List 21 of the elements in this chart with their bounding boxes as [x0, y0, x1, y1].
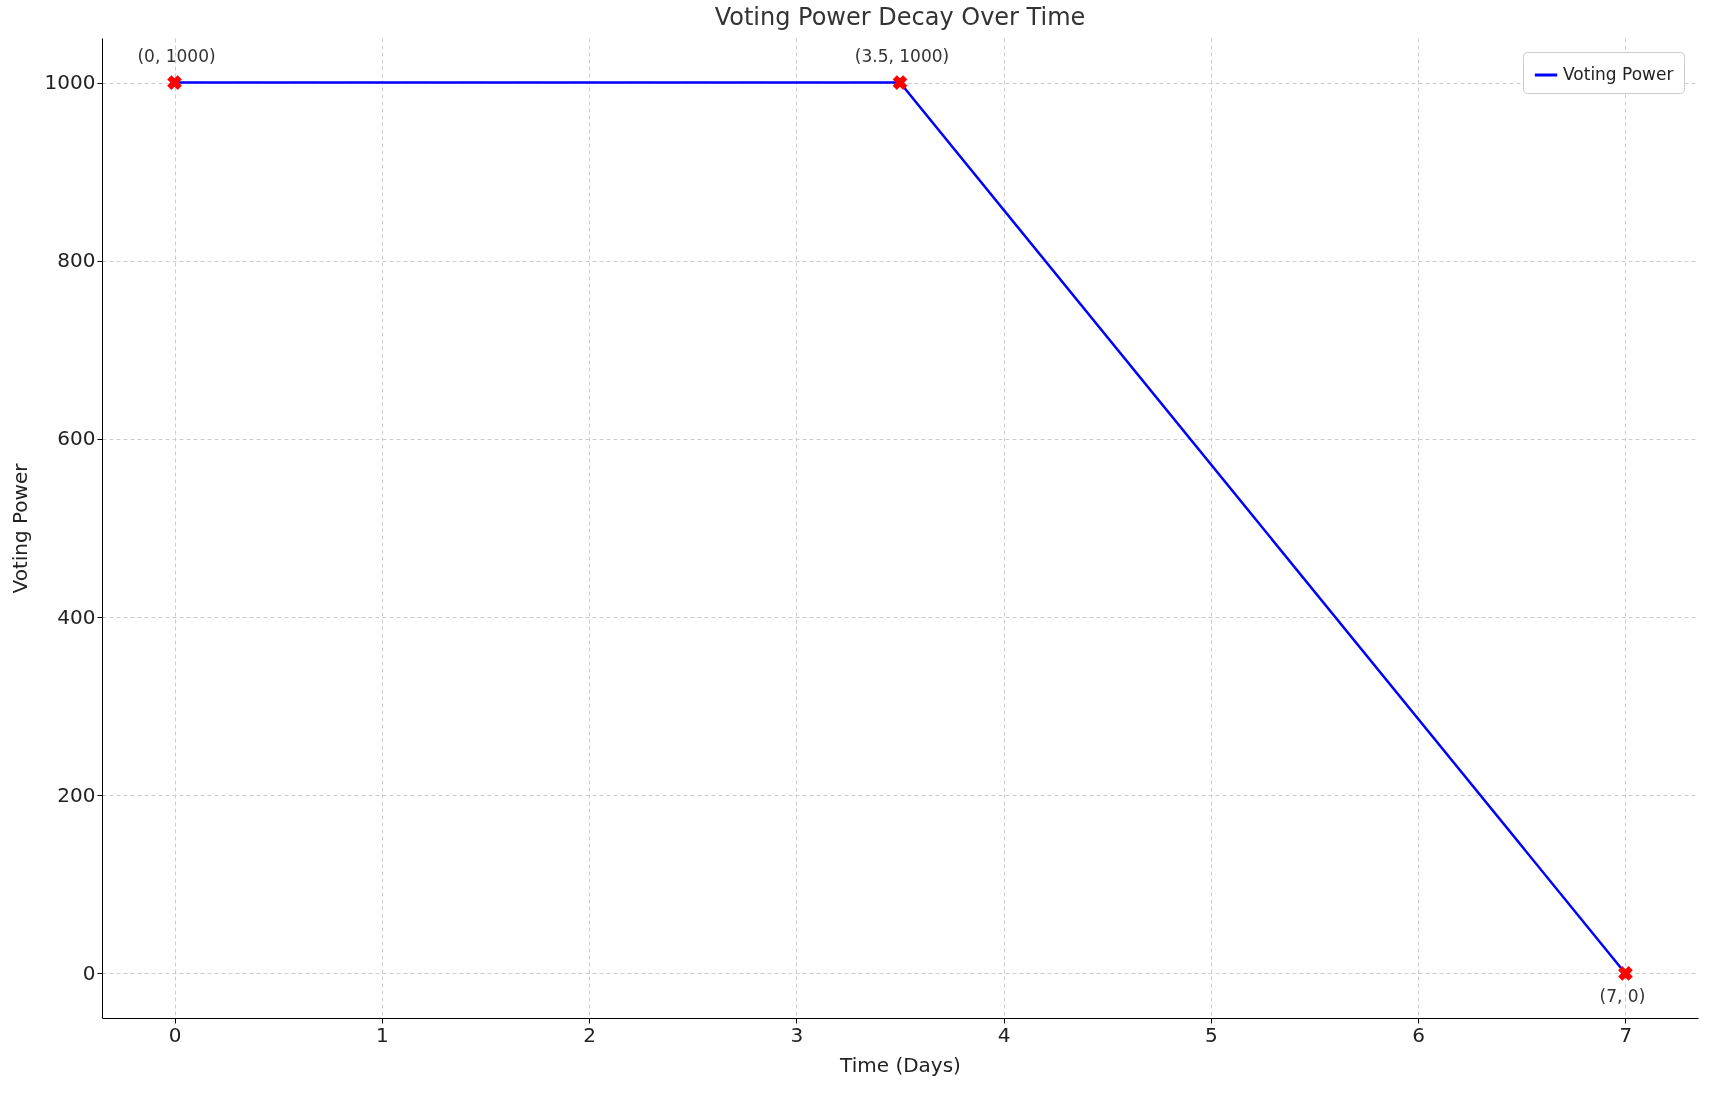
annotation: (3.5, 1000) [854, 45, 950, 66]
x-tick-label: 7 [1619, 1022, 1633, 1047]
y-tick-label: 600 [57, 426, 96, 451]
y-tick-label: 200 [57, 782, 96, 807]
y-tick-label: 0 [82, 960, 96, 985]
annotation: (0, 1000) [137, 45, 216, 66]
annotation: (7, 0) [1599, 986, 1646, 1007]
x-tick-label: 3 [790, 1022, 804, 1047]
chart-title: Voting Power Decay Over Time [714, 3, 1086, 31]
x-tick-label: 0 [168, 1022, 182, 1047]
legend-label: Voting Power [1563, 64, 1674, 84]
x-tick-label: 5 [1205, 1022, 1218, 1047]
x-tick-label: 2 [583, 1022, 596, 1047]
x-tick-label: 1 [375, 1022, 389, 1047]
y-tick-label: 800 [57, 248, 96, 273]
y-tick-label: 1000 [44, 70, 96, 95]
x-axis-title: Time (Days) [839, 1052, 961, 1077]
x-tick-label: 6 [1412, 1022, 1426, 1047]
y-axis-title: Voting Power [7, 462, 32, 594]
y-tick-label: 400 [57, 604, 96, 629]
x-tick-label: 4 [997, 1022, 1011, 1047]
